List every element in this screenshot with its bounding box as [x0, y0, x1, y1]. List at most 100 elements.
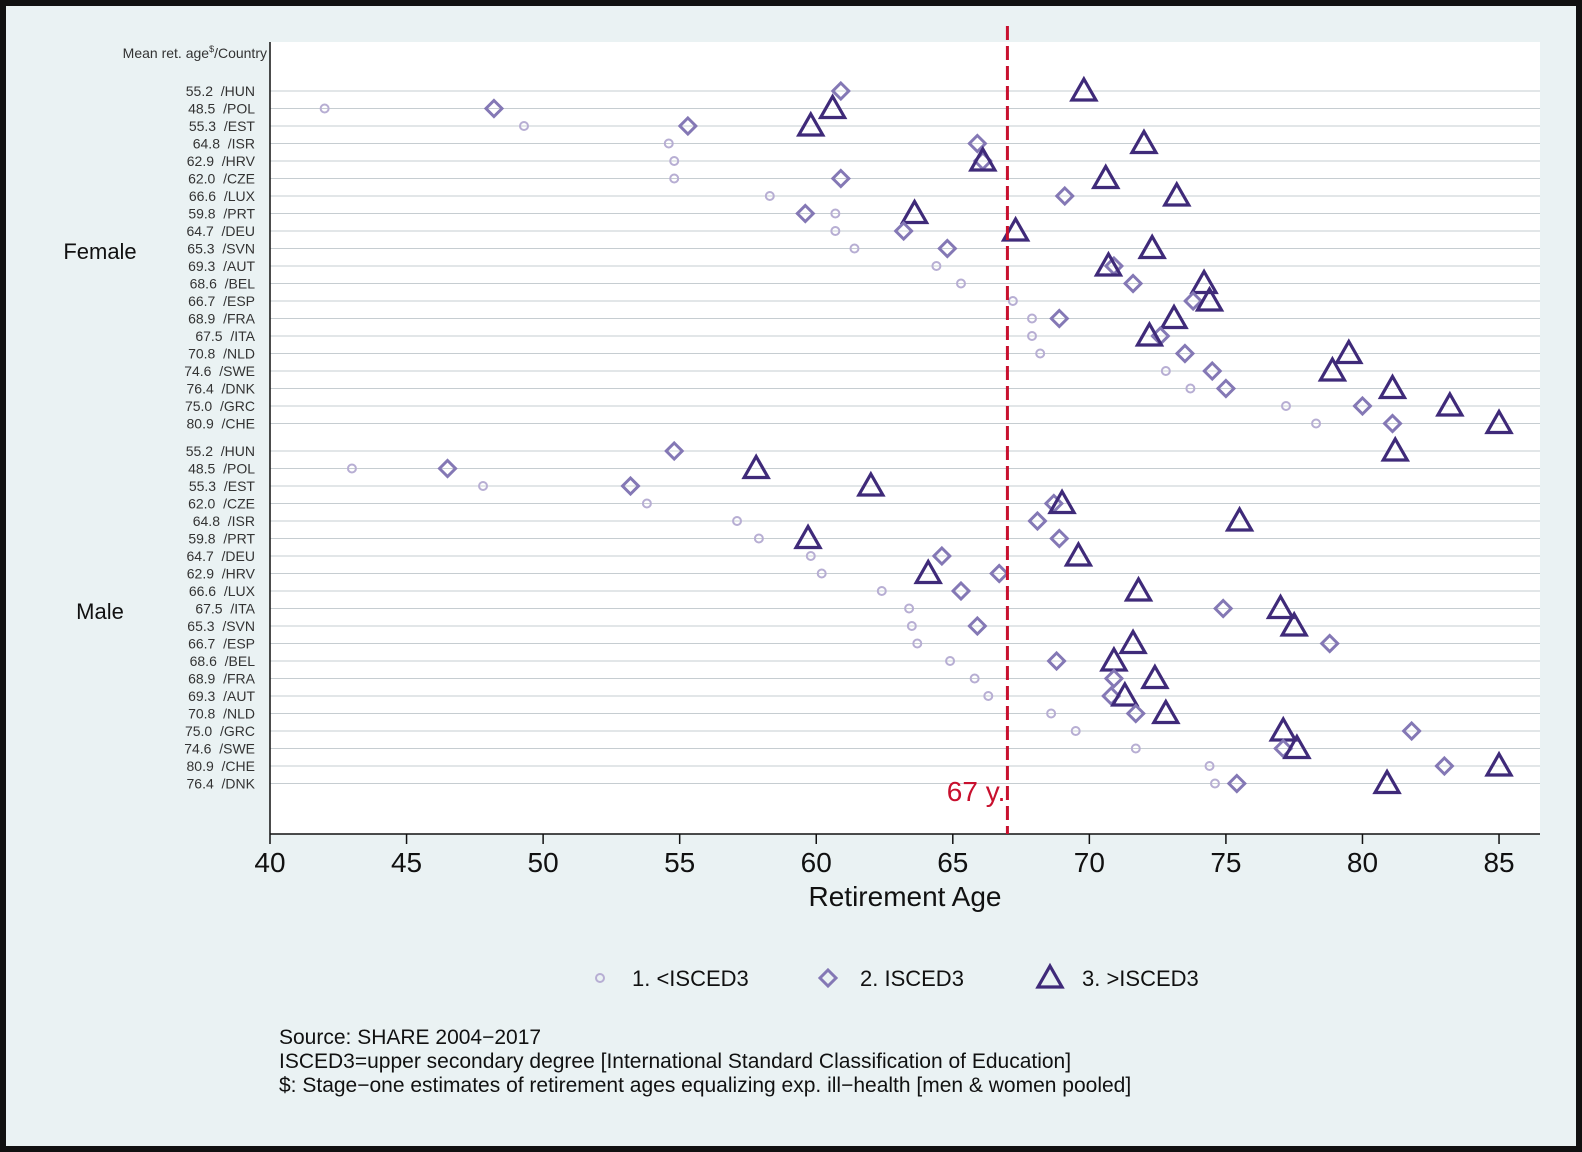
point-mid — [1101, 685, 1122, 707]
x-tick-label: 60 — [801, 847, 832, 878]
row-label: 55.2 /HUN — [186, 443, 255, 459]
point-mid — [620, 475, 641, 497]
point-high — [1279, 610, 1309, 637]
point-high — [913, 558, 943, 585]
row-label: 68.6 /BEL — [190, 653, 256, 669]
point-low — [904, 603, 915, 614]
legend-marker-high — [1035, 962, 1065, 989]
point-mid — [483, 98, 505, 119]
point-low — [478, 481, 489, 491]
row-label: 75.0 /GRC — [185, 723, 255, 739]
x-axis-title: Retirement Age — [809, 881, 1002, 912]
row-label: 62.9 /HRV — [187, 566, 256, 582]
point-high — [899, 198, 930, 225]
point-mid — [1122, 273, 1144, 294]
point-mid — [1183, 290, 1204, 312]
point-high — [741, 453, 771, 480]
row-label: 76.4 /DNK — [187, 776, 256, 792]
point-mid — [1049, 308, 1070, 329]
point-low — [805, 551, 816, 561]
point-low — [753, 533, 764, 544]
point-high — [1380, 435, 1411, 462]
point-mid — [795, 203, 816, 224]
legend-item-high: 3. >ISCED3 — [1035, 962, 1199, 991]
row-label: 64.8 /ISR — [193, 136, 255, 152]
row-label: 74.6 /SWE — [184, 363, 255, 379]
point-high — [1484, 408, 1514, 435]
point-low — [983, 691, 994, 701]
row-label: 64.7 /DEU — [187, 548, 255, 564]
point-mid — [967, 133, 988, 154]
row-label: 66.7 /ESP — [188, 293, 255, 309]
point-mid — [437, 458, 458, 479]
point-mid — [664, 440, 685, 462]
group-label-female: Female — [63, 239, 136, 264]
x-tick-label: 40 — [254, 847, 285, 878]
point-high — [1189, 268, 1219, 295]
point-low — [876, 586, 887, 596]
point-low — [346, 463, 357, 474]
point-low — [319, 103, 330, 114]
point-mid — [967, 615, 988, 637]
point-low — [1007, 296, 1018, 306]
row-label: 66.6 /LUX — [189, 583, 256, 599]
point-high — [1129, 128, 1159, 155]
row-label: 66.7 /ESP — [188, 636, 255, 652]
point-low — [1311, 418, 1322, 429]
point-low — [519, 121, 529, 131]
legend-marker-mid — [817, 967, 839, 989]
figure-notes: Source: SHARE 2004−2017 ISCED3=upper sec… — [279, 1026, 1131, 1098]
point-low — [969, 673, 980, 684]
legend-item-low: 1. <ISCED3 — [595, 966, 749, 991]
point-mid — [1125, 703, 1146, 724]
point-mid — [1202, 360, 1223, 382]
note-isced: ISCED3=upper secondary degree [Internati… — [279, 1050, 1072, 1073]
point-high — [1265, 593, 1296, 620]
point-high — [1140, 663, 1170, 690]
point-low — [931, 261, 942, 271]
point-low — [830, 226, 841, 236]
x-tick-label: 75 — [1210, 847, 1241, 878]
legend-label-high: 3. >ISCED3 — [1082, 966, 1199, 991]
x-tick-label: 70 — [1074, 847, 1105, 878]
row-label: 67.5 /ITA — [195, 601, 255, 617]
row-label: 75.0 /GRC — [185, 398, 255, 414]
point-mid — [1352, 395, 1373, 417]
plot-area — [270, 42, 1540, 834]
legend-marker-low — [595, 973, 605, 983]
row-label: 67.5 /ITA — [195, 328, 255, 344]
point-high — [1047, 488, 1077, 515]
point-low — [912, 638, 923, 649]
point-mid — [830, 80, 851, 102]
point-mid — [1273, 738, 1294, 759]
legend-item-mid: 2. ISCED3 — [817, 966, 964, 991]
row-label: 55.3 /EST — [189, 478, 256, 494]
point-mid — [677, 115, 698, 137]
point-low — [1185, 383, 1196, 394]
row-label: 62.0 /CZE — [188, 496, 255, 512]
point-high — [817, 93, 848, 120]
point-mid — [931, 545, 952, 567]
point-mid — [1103, 668, 1125, 689]
point-mid — [1027, 510, 1048, 532]
point-mid — [1319, 633, 1340, 654]
point-high — [1137, 233, 1167, 260]
point-low — [1035, 348, 1046, 359]
point-high — [1123, 575, 1154, 602]
x-tick-label: 45 — [391, 847, 422, 878]
point-mid — [1434, 755, 1455, 777]
point-low — [669, 173, 680, 184]
note-source: Source: SHARE 2004−2017 — [279, 1026, 542, 1049]
point-mid — [1049, 528, 1070, 549]
row-label: 65.3 /SVN — [187, 618, 255, 634]
point-high — [1334, 338, 1364, 365]
point-high — [1282, 733, 1312, 760]
point-mid — [937, 238, 958, 259]
point-high — [1110, 680, 1140, 707]
row-label: 62.0 /CZE — [188, 171, 255, 187]
point-low — [1130, 743, 1141, 754]
row-label: 55.3 /EST — [189, 118, 256, 134]
row-label: 59.8 /PRT — [188, 206, 255, 222]
point-high — [1435, 390, 1465, 417]
